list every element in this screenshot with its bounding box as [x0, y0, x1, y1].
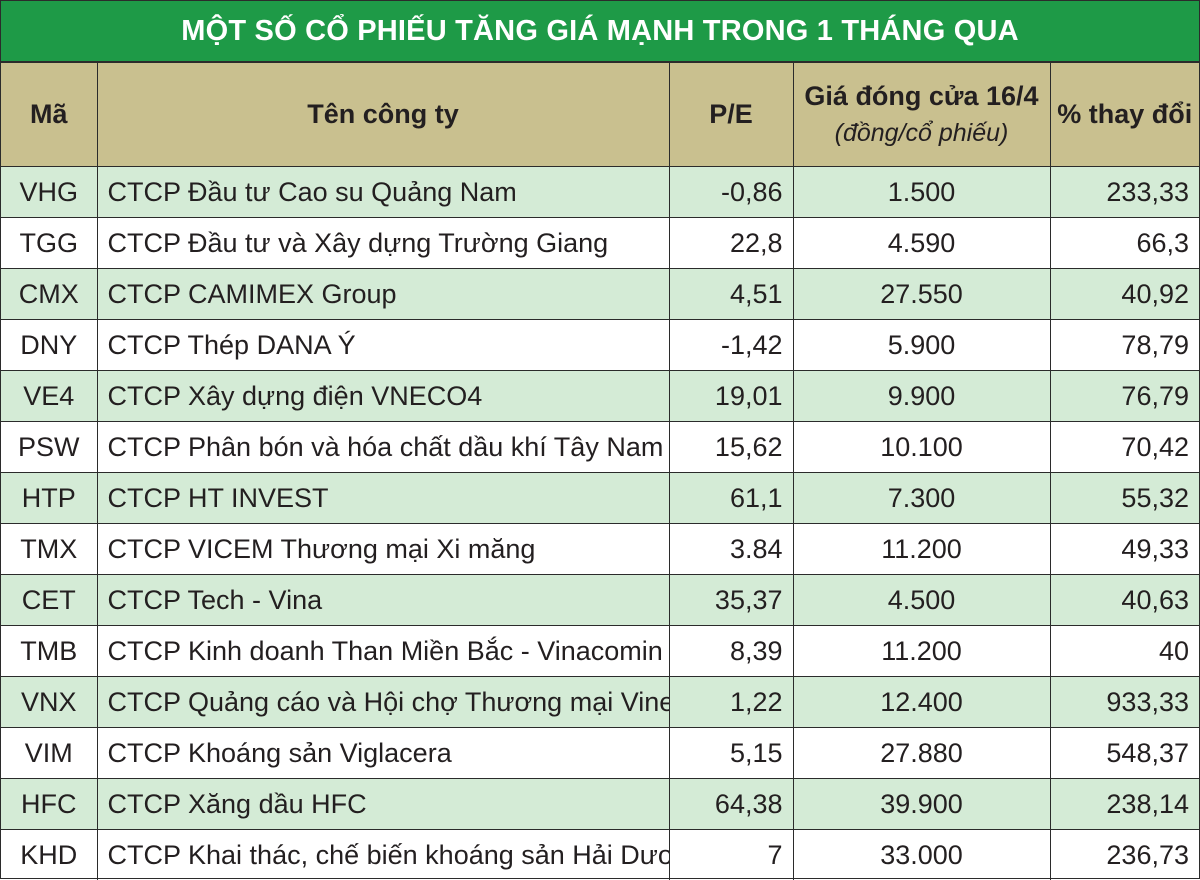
cell-change: 238,14	[1050, 779, 1199, 830]
cell-price: 5.900	[793, 320, 1050, 371]
header-price-label: Giá đóng cửa 16/4	[804, 81, 1038, 111]
cell-price: 9.900	[793, 371, 1050, 422]
cell-price: 27.880	[793, 728, 1050, 779]
table-title: MỘT SỐ CỔ PHIẾU TĂNG GIÁ MẠNH TRONG 1 TH…	[1, 1, 1199, 62]
cell-company: CTCP Phân bón và hóa chất dầu khí Tây Na…	[97, 422, 669, 473]
cell-pe: 35,37	[669, 575, 793, 626]
cell-company: CTCP Đầu tư và Xây dựng Trường Giang	[97, 218, 669, 269]
cell-company: CTCP Quảng cáo và Hội chợ Thương mại Vin…	[97, 677, 669, 728]
header-price-unit: (đồng/cổ phiếu)	[800, 116, 1044, 151]
cell-pe: 64,38	[669, 779, 793, 830]
cell-company: CTCP Khai thác, chế biến khoáng sản Hải …	[97, 830, 669, 880]
cell-change: 40	[1050, 626, 1199, 677]
cell-change: 76,79	[1050, 371, 1199, 422]
cell-company: CTCP Đầu tư Cao su Quảng Nam	[97, 167, 669, 218]
cell-code: VHG	[1, 167, 97, 218]
header-row: Mã Tên công ty P/E Giá đóng cửa 16/4 (đồ…	[1, 63, 1199, 167]
cell-pe: 15,62	[669, 422, 793, 473]
cell-company: CTCP Xây dựng điện VNECO4	[97, 371, 669, 422]
cell-code: CMX	[1, 269, 97, 320]
cell-change: 70,42	[1050, 422, 1199, 473]
cell-pe: 7	[669, 830, 793, 880]
cell-change: 49,33	[1050, 524, 1199, 575]
header-code: Mã	[1, 63, 97, 167]
cell-code: VIM	[1, 728, 97, 779]
cell-pe: 4,51	[669, 269, 793, 320]
cell-code: TGG	[1, 218, 97, 269]
cell-change: 933,33	[1050, 677, 1199, 728]
cell-code: VE4	[1, 371, 97, 422]
cell-code: DNY	[1, 320, 97, 371]
cell-company: CTCP Xăng dầu HFC	[97, 779, 669, 830]
header-change: % thay đổi	[1050, 63, 1199, 167]
cell-price: 1.500	[793, 167, 1050, 218]
cell-pe: 3.84	[669, 524, 793, 575]
cell-pe: 61,1	[669, 473, 793, 524]
cell-code: PSW	[1, 422, 97, 473]
cell-change: 55,32	[1050, 473, 1199, 524]
cell-change: 233,33	[1050, 167, 1199, 218]
cell-price: 12.400	[793, 677, 1050, 728]
cell-company: CTCP CAMIMEX Group	[97, 269, 669, 320]
cell-company: CTCP HT INVEST	[97, 473, 669, 524]
cell-price: 33.000	[793, 830, 1050, 880]
cell-pe: 1,22	[669, 677, 793, 728]
header-company: Tên công ty	[97, 63, 669, 167]
cell-price: 10.100	[793, 422, 1050, 473]
cell-pe: -1,42	[669, 320, 793, 371]
cell-pe: -0,86	[669, 167, 793, 218]
cell-company: CTCP Kinh doanh Than Miền Bắc - Vinacomi…	[97, 626, 669, 677]
cell-code: VNX	[1, 677, 97, 728]
header-price: Giá đóng cửa 16/4 (đồng/cổ phiếu)	[793, 63, 1050, 167]
cell-change: 66,3	[1050, 218, 1199, 269]
cell-pe: 22,8	[669, 218, 793, 269]
cell-change: 548,37	[1050, 728, 1199, 779]
cell-price: 27.550	[793, 269, 1050, 320]
cell-code: CET	[1, 575, 97, 626]
cell-company: CTCP Tech - Vina	[97, 575, 669, 626]
cell-change: 40,92	[1050, 269, 1199, 320]
cell-price: 11.200	[793, 626, 1050, 677]
cell-change: 78,79	[1050, 320, 1199, 371]
cell-pe: 5,15	[669, 728, 793, 779]
cell-pe: 19,01	[669, 371, 793, 422]
cell-change: 40,63	[1050, 575, 1199, 626]
stock-table: Mã Tên công ty P/E Giá đóng cửa 16/4 (đồ…	[1, 62, 1199, 880]
cell-company: CTCP VICEM Thương mại Xi măng	[97, 524, 669, 575]
cell-company: CTCP Thép DANA Ý	[97, 320, 669, 371]
cell-price: 11.200	[793, 524, 1050, 575]
cell-price: 39.900	[793, 779, 1050, 830]
cell-price: 4.590	[793, 218, 1050, 269]
cell-change: 236,73	[1050, 830, 1199, 880]
cell-price: 4.500	[793, 575, 1050, 626]
cell-code: TMX	[1, 524, 97, 575]
cell-code: HTP	[1, 473, 97, 524]
cell-price: 7.300	[793, 473, 1050, 524]
cell-code: HFC	[1, 779, 97, 830]
cell-code: KHD	[1, 830, 97, 880]
cell-code: TMB	[1, 626, 97, 677]
header-pe: P/E	[669, 63, 793, 167]
cell-company: CTCP Khoáng sản Viglacera	[97, 728, 669, 779]
cell-pe: 8,39	[669, 626, 793, 677]
